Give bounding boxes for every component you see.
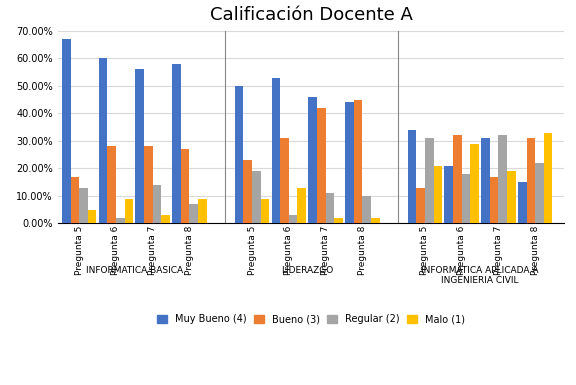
Bar — [445, 166, 453, 223]
Bar — [408, 130, 416, 223]
Bar — [116, 218, 124, 223]
Bar — [260, 199, 269, 223]
Bar — [190, 204, 198, 223]
Bar — [98, 58, 107, 223]
Bar — [453, 135, 462, 223]
Bar — [544, 132, 552, 223]
Bar — [79, 187, 88, 223]
Title: Calificación Docente A: Calificación Docente A — [210, 6, 412, 24]
Bar — [107, 146, 116, 223]
Bar — [518, 182, 526, 223]
Bar — [252, 171, 260, 223]
Bar — [181, 149, 190, 223]
Bar — [470, 144, 479, 223]
Legend: Muy Bueno (4), Bueno (3), Regular (2), Malo (1): Muy Bueno (4), Bueno (3), Regular (2), M… — [157, 314, 465, 324]
Bar — [325, 193, 334, 223]
Bar — [334, 218, 343, 223]
Bar — [161, 215, 170, 223]
Bar — [416, 187, 425, 223]
Bar — [345, 102, 354, 223]
Bar — [135, 69, 144, 223]
Bar — [153, 185, 161, 223]
Bar — [297, 187, 306, 223]
Bar — [507, 171, 516, 223]
Bar — [362, 196, 371, 223]
Bar — [70, 177, 79, 223]
Bar — [317, 108, 325, 223]
Text: INFORMATICA APLICADA A
INGENIERIA CIVIL: INFORMATICA APLICADA A INGENIERIA CIVIL — [421, 266, 539, 285]
Bar — [280, 138, 289, 223]
Bar — [124, 199, 133, 223]
Bar — [88, 209, 96, 223]
Bar — [308, 97, 317, 223]
Bar — [172, 64, 181, 223]
Bar — [371, 218, 380, 223]
Bar — [354, 100, 362, 223]
Bar — [235, 86, 244, 223]
Bar — [498, 135, 507, 223]
Bar — [271, 77, 280, 223]
Bar — [434, 166, 442, 223]
Bar — [289, 215, 297, 223]
Bar — [62, 39, 70, 223]
Bar — [198, 199, 207, 223]
Bar — [462, 174, 470, 223]
Bar — [144, 146, 153, 223]
Bar — [425, 138, 434, 223]
Bar — [535, 163, 544, 223]
Bar — [481, 138, 490, 223]
Text: INFORMATICA BASICA: INFORMATICA BASICA — [86, 266, 183, 275]
Bar — [244, 160, 252, 223]
Text: LIDERAZGO: LIDERAZGO — [281, 266, 334, 275]
Bar — [490, 177, 498, 223]
Bar — [526, 138, 535, 223]
